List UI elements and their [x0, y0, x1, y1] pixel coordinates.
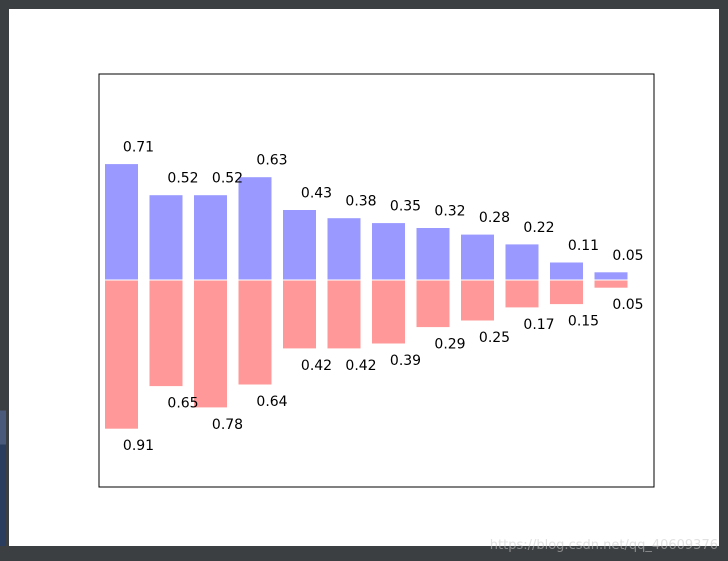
bar-positive-9: [504, 243, 540, 281]
label-positive-5: 0.38: [345, 194, 376, 210]
bar-negative-10: [549, 279, 584, 306]
bar-positive-0: [104, 163, 139, 281]
value-labels-group: 0.71 0.52 0.52 0.63 0.43 0.38 0.35 0.32 0.28 0.22…: [123, 140, 644, 455]
label-negative-10: 0.15: [568, 314, 599, 330]
label-negative-8: 0.25: [479, 330, 510, 346]
label-negative-9: 0.17: [523, 317, 554, 333]
label-negative-5: 0.42: [345, 358, 376, 374]
bar-negative-7: [415, 279, 451, 329]
bar-positive-11: [593, 271, 629, 281]
watermark: https://blog.csdn.net/qq_40609376: [489, 538, 718, 553]
plot-frame: [98, 73, 655, 488]
bar-negative-5: [326, 279, 362, 350]
label-positive-1: 0.52: [167, 171, 198, 187]
label-positive-4: 0.43: [301, 186, 332, 202]
bar-negative-6: [371, 279, 406, 345]
bar-positive-1: [148, 194, 184, 281]
bar-negative-0: [104, 279, 139, 430]
bar-positive-10: [549, 261, 584, 281]
bars-group: [104, 163, 629, 430]
editor-side-strip: [0, 320, 6, 546]
label-positive-3: 0.63: [256, 153, 287, 169]
bar-positive-4: [282, 209, 317, 281]
label-negative-0: 0.91: [123, 438, 154, 454]
label-negative-3: 0.64: [256, 394, 287, 410]
label-negative-4: 0.42: [301, 358, 332, 374]
bar-positive-3: [237, 176, 273, 281]
label-positive-6: 0.35: [390, 199, 421, 215]
label-negative-1: 0.65: [167, 396, 198, 412]
label-positive-9: 0.22: [523, 220, 554, 236]
bar-negative-8: [460, 279, 495, 322]
label-positive-7: 0.32: [434, 204, 465, 220]
window-bottom-bar: [0, 546, 728, 561]
label-positive-2: 0.52: [212, 171, 243, 187]
bar-positive-6: [371, 222, 406, 281]
bar-negative-2: [193, 279, 228, 409]
bar-negative-9: [504, 279, 540, 309]
label-positive-10: 0.11: [568, 238, 599, 254]
bar-positive-7: [415, 227, 451, 281]
label-negative-6: 0.39: [390, 353, 421, 369]
window-top-bar: [0, 0, 728, 9]
bar-negative-1: [148, 279, 184, 388]
label-positive-8: 0.28: [479, 210, 510, 226]
bar-positive-8: [460, 233, 495, 281]
label-positive-0: 0.71: [123, 140, 154, 156]
label-negative-7: 0.29: [434, 337, 465, 353]
label-positive-11: 0.05: [612, 248, 643, 264]
bar-positive-5: [326, 217, 362, 281]
bar-negative-4: [282, 279, 317, 350]
bar-negative-3: [237, 279, 273, 386]
bar-negative-11: [593, 279, 629, 289]
label-negative-11: 0.05: [612, 297, 643, 313]
label-negative-2: 0.78: [212, 417, 243, 433]
bar-positive-2: [193, 194, 228, 281]
